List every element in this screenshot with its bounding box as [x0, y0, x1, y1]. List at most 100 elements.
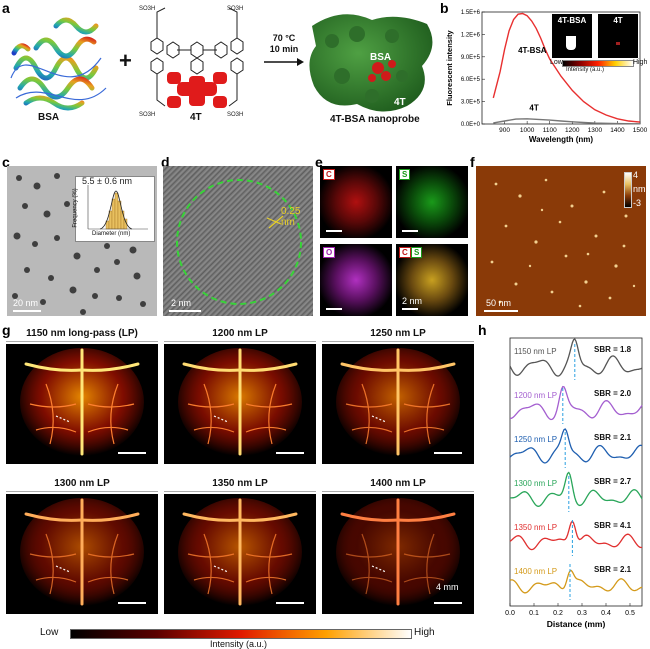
trace-sbr-label: SBR = 2.0 — [594, 389, 632, 398]
panel-e-label: e — [315, 154, 323, 170]
scale-label-d: 2 nm — [171, 298, 192, 308]
inset-colorbar — [562, 60, 634, 67]
nanoprobe-4t-label: 4T — [394, 97, 406, 108]
series-line-1 — [493, 118, 641, 125]
scale-bar-e1 — [326, 230, 342, 232]
svg-text:SO3H: SO3H — [139, 6, 155, 12]
bsa-label: BSA — [38, 112, 60, 123]
eds-c-tag: C — [323, 169, 335, 180]
eds-map-carbon: C — [320, 166, 392, 238]
scale-bar-e3 — [326, 308, 342, 310]
x-tick-label-h: 0.0 — [505, 610, 515, 617]
colorbar-high: High — [414, 627, 435, 638]
afm-dots — [490, 178, 636, 308]
x-tick-label: 1400 — [610, 127, 625, 134]
title-rule — [164, 491, 316, 492]
inset-colorbar-title: Intensity (a.u.) — [566, 67, 605, 73]
nanoprobe-image — [309, 14, 433, 112]
vial-bright — [566, 36, 576, 50]
scale-label-e: 2 nm — [402, 296, 423, 306]
afm-cb-top: 4 — [633, 170, 639, 180]
trace-sbr-label: SBR = 2.7 — [594, 477, 632, 486]
y-tick-label: 3.0E+5 — [461, 100, 481, 106]
scale-bar-c — [13, 310, 41, 312]
y-tick-label: 9.0E+5 — [461, 55, 481, 61]
eds-o-tag: O — [323, 247, 336, 258]
panel-f-label: f — [470, 154, 475, 170]
plus-sign: + — [119, 48, 132, 73]
afm-cb-unit: nm — [633, 184, 646, 194]
inset-4t-bsa-photo: 4T-BSA — [552, 14, 592, 58]
scale-bar-f — [484, 310, 518, 312]
panel-c-label: c — [2, 154, 10, 170]
nir-mouse-image — [164, 344, 316, 464]
vessel-pattern — [322, 344, 474, 464]
inset-4t-label: 4T — [613, 16, 623, 25]
eds-cs-c-tag: C — [399, 247, 411, 258]
series-line-0 — [492, 12, 641, 123]
x-tick-label: 1100 — [543, 127, 557, 134]
nir-panel-title: 1200 nm LP — [212, 328, 268, 339]
panel-g-label: g — [2, 322, 11, 338]
profile-trace-4 — [509, 520, 643, 551]
nir-panel-title: 1150 nm long-pass (LP) — [26, 328, 138, 339]
emission-spectrum-chart: 0.0E+0 3.0E+5 6.0E+5 9.0E+5 1.2E+6 1.5E+6 900 1… — [445, 10, 648, 144]
inset-colorbar-high: High — [633, 59, 648, 66]
x-tick-label: 1300 — [588, 127, 603, 134]
lattice-spacing: 0.25 nm — [281, 206, 301, 228]
eds-map-merged: C S 2 nm — [396, 244, 468, 316]
trace-filter-label: 1300 nm LP — [514, 479, 557, 488]
reaction-arrow-icon — [264, 58, 304, 66]
x-tick-label-h: 0.1 — [529, 610, 539, 617]
y-tick-label: 0.0E+0 — [461, 122, 481, 128]
line-profile-chart: 1150 nm LP SBR = 1.8 1200 nm LP SBR = 2.0 12… — [505, 337, 643, 629]
svg-text:SO3H: SO3H — [227, 6, 243, 12]
histogram-ylabel: Frequency (%) — [72, 188, 79, 228]
panel-h-label: h — [478, 322, 487, 338]
panel-b-label: b — [440, 0, 449, 16]
inset-4t-bsa-label: 4T-BSA — [557, 16, 587, 25]
nir-panel-title: 1250 nm LP — [370, 328, 426, 339]
nir-mouse-image — [164, 494, 316, 614]
size-label: 5.5 ± 0.6 nm — [82, 176, 132, 186]
x-tick-label: 1200 — [565, 127, 580, 134]
hrtem-image: 0.25 nm 2 nm — [163, 166, 313, 316]
nir-panel-title: 1350 nm LP — [212, 478, 268, 489]
y-tick-label: 6.0E+5 — [461, 77, 481, 83]
x-tick-label-h: 0.5 — [625, 610, 635, 617]
afm-image: 4 nm -3 50 nm — [476, 166, 646, 316]
histogram-inset: 5.5 ± 0.6 nm Diameter (nm) Frequency (%) — [72, 176, 155, 242]
panel-d-label: d — [161, 154, 170, 170]
x-tick-label-h: 0.3 — [577, 610, 587, 617]
colorbar-low: Low — [40, 627, 59, 638]
trace-filter-label: 1400 nm LP — [514, 567, 557, 576]
bsa-protein-image — [10, 17, 107, 111]
reaction-time: 10 min — [269, 44, 299, 54]
tem-image: 5.5 ± 0.6 nm Diameter (nm) Frequency (%)… — [7, 166, 157, 316]
4t-label: 4T — [190, 112, 202, 123]
panel-a-label: a — [2, 0, 10, 16]
scale-label-c: 20 nm — [13, 298, 39, 308]
scale-bar-e4 — [402, 308, 418, 310]
vial-dim — [616, 42, 620, 45]
eds-map-oxygen: O — [320, 244, 392, 316]
x-tick-label-h: 0.4 — [601, 610, 611, 617]
title-rule — [164, 341, 316, 342]
profile-trace-5 — [509, 569, 643, 594]
trace-sbr-label: SBR = 2.1 — [594, 433, 632, 442]
title-rule — [322, 341, 474, 342]
eds-map-sulfur: S — [396, 166, 468, 238]
plot-frame-h — [509, 337, 643, 607]
x-tick-label-h: 0.2 — [553, 610, 563, 617]
x-axis-label: Wavelength (nm) — [529, 135, 593, 144]
x-tick-label: 1500 — [633, 127, 648, 134]
nir-panel-title: 1400 nm LP — [370, 478, 426, 489]
plot-frame — [481, 11, 641, 125]
series-label-4t-bsa: 4T-BSA — [518, 46, 547, 55]
inset-4t-photo: 4T — [598, 14, 638, 58]
inset-colorbar-low: Low — [550, 59, 563, 66]
scale-label-f: 50 nm — [486, 298, 512, 308]
4t-molecule-structure: SO3H SO3H SO3H SO3H — [139, 6, 244, 118]
intensity-colorbar — [70, 629, 412, 639]
eds-cs-s-tag: S — [411, 247, 423, 258]
